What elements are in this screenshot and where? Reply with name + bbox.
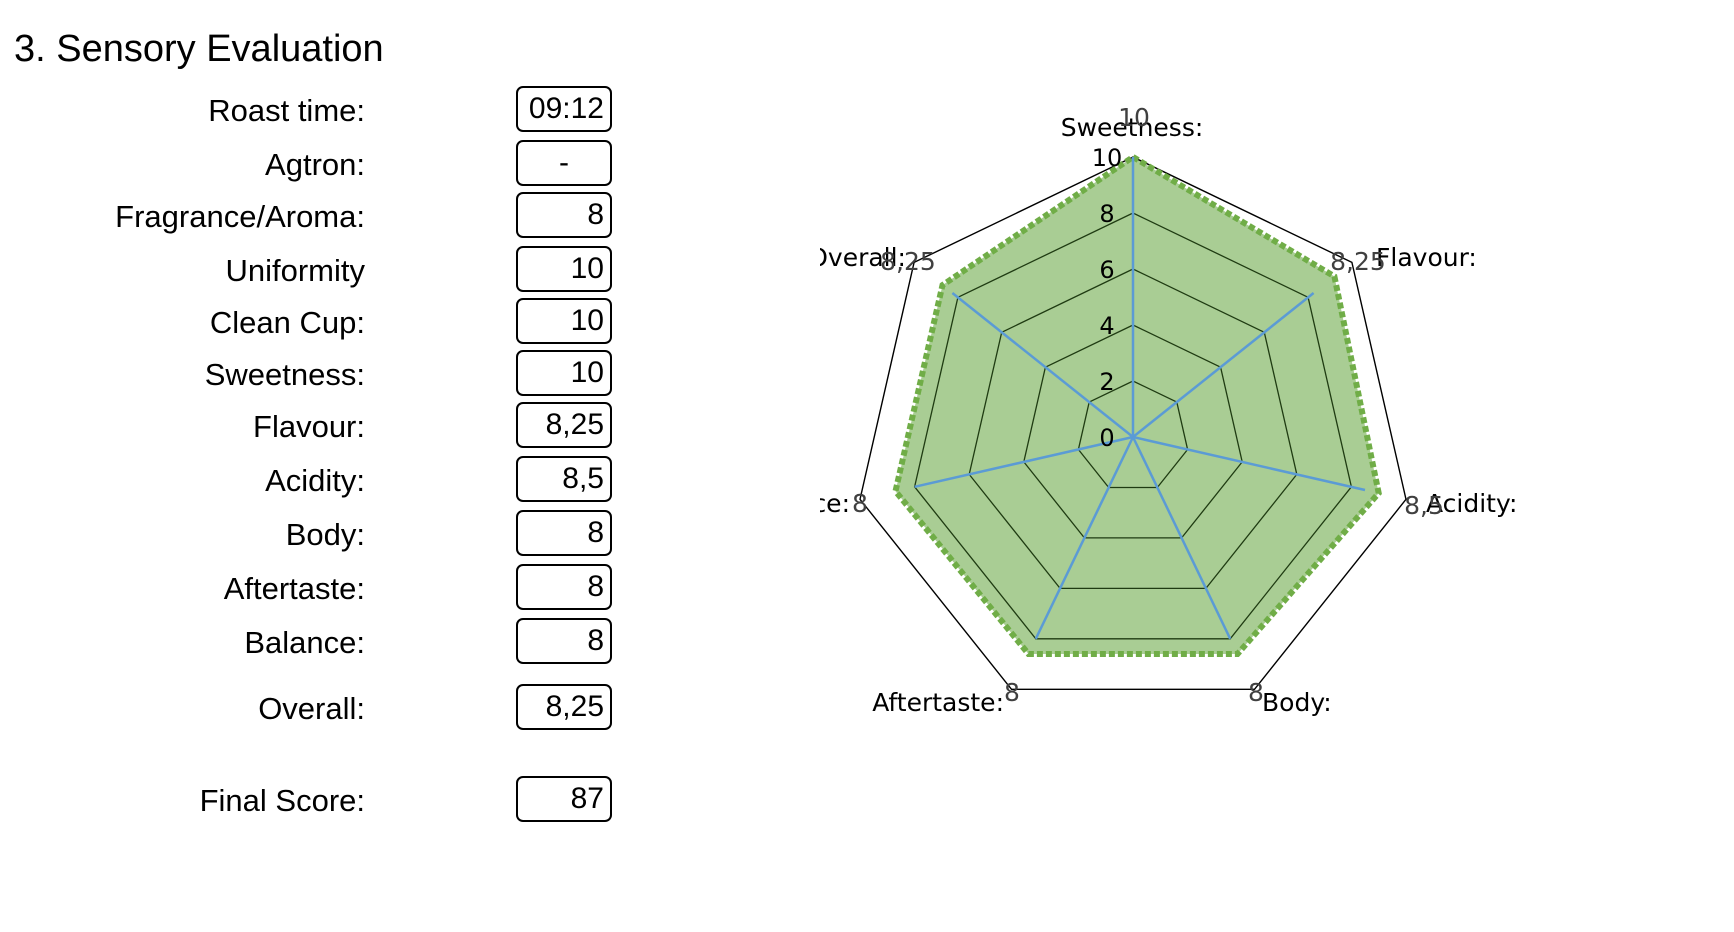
score-label: Flavour:: [253, 409, 365, 444]
score-label: Roast time:: [208, 93, 365, 128]
score-row: Sweetness: 10: [0, 348, 640, 402]
tick-label: 8: [1099, 200, 1114, 228]
series-area-fill: [895, 157, 1379, 654]
score-value-field[interactable]: 8,25: [516, 684, 612, 730]
tick-label: 10: [1092, 144, 1123, 172]
score-value-field[interactable]: 10: [516, 246, 612, 292]
score-value-field[interactable]: 87: [516, 776, 612, 822]
grid-ring: [1077, 380, 1189, 489]
series-area-outline: [892, 153, 1382, 657]
data-value-label: 8,25: [1330, 247, 1386, 276]
axis-category-label: Acidity:: [1426, 489, 1517, 518]
axis-category-label: Overall:: [820, 243, 906, 272]
data-value-label: 8: [852, 489, 868, 518]
score-value-field[interactable]: 8,25: [516, 402, 612, 448]
score-value-field[interactable]: 10: [516, 298, 612, 344]
series-line-spoke: [914, 435, 1134, 489]
score-value-field[interactable]: 8: [516, 510, 612, 556]
score-value-field[interactable]: 09:12: [516, 86, 612, 132]
score-value-field[interactable]: 8,5: [516, 456, 612, 502]
data-value-label: 8,5: [1404, 491, 1444, 520]
grid-ring: [1023, 324, 1243, 539]
score-label: Balance:: [244, 625, 365, 660]
axis-category-label: Balance:: [820, 489, 850, 518]
score-row: Overall: 8,25: [0, 682, 640, 736]
axis-category-label: Flavour:: [1376, 243, 1477, 272]
series-line-spoke: [1132, 292, 1315, 438]
grid-ring-outer: [859, 156, 1407, 690]
score-row: Fragrance/Aroma: 8: [0, 190, 640, 244]
score-row: Clean Cup: 10: [0, 296, 640, 350]
series-line-spoke: [1131, 436, 1232, 640]
data-value-label: 8: [1248, 678, 1264, 707]
score-value-field[interactable]: -: [516, 140, 612, 186]
series-line-spoke: [951, 292, 1134, 438]
score-label: Acidity:: [265, 463, 365, 498]
page-title: 3. Sensory Evaluation: [14, 28, 384, 70]
score-label: Agtron:: [265, 147, 365, 182]
score-label: Overall:: [258, 691, 365, 726]
score-row: Aftertaste: 8: [0, 562, 640, 616]
score-label: Body:: [285, 517, 365, 552]
score-row: Flavour: 8,25: [0, 400, 640, 454]
score-value-field[interactable]: 8: [516, 192, 612, 238]
series-line-spoke: [1034, 436, 1135, 640]
score-row: Agtron: -: [0, 138, 640, 192]
score-row: Final Score: 87: [0, 774, 640, 828]
tick-label: 2: [1099, 368, 1114, 396]
score-row: Uniformity 10: [0, 244, 640, 298]
score-label: Final Score:: [199, 783, 365, 818]
score-label: Sweetness:: [204, 357, 365, 392]
score-value-field[interactable]: 8: [516, 618, 612, 664]
score-row: Acidity: 8,5: [0, 454, 640, 508]
tick-label: 6: [1099, 256, 1114, 284]
score-value-field[interactable]: 8: [516, 564, 612, 610]
score-row: Body: 8: [0, 508, 640, 562]
tick-label: 0: [1099, 424, 1114, 452]
score-label: Aftertaste:: [223, 571, 365, 606]
axis-category-label: Sweetness:: [1061, 113, 1204, 142]
grid-ring: [968, 268, 1298, 590]
series-line-spoke: [1132, 435, 1366, 492]
axis-category-label: Aftertaste:: [872, 688, 1004, 717]
grid-ring: [913, 212, 1353, 640]
tick-label: 4: [1099, 312, 1114, 340]
data-value-label: 8: [1004, 678, 1020, 707]
score-value-field[interactable]: 10: [516, 350, 612, 396]
axis-category-label: Body:: [1262, 688, 1332, 717]
score-label: Uniformity: [225, 253, 365, 288]
data-value-label: 10: [1118, 103, 1150, 132]
score-row: Balance: 8: [0, 616, 640, 670]
score-label: Fragrance/Aroma:: [115, 199, 365, 234]
data-value-label: 8,25: [880, 247, 936, 276]
score-row: Roast time: 09:12: [0, 84, 640, 138]
score-label: Clean Cup:: [209, 305, 365, 340]
